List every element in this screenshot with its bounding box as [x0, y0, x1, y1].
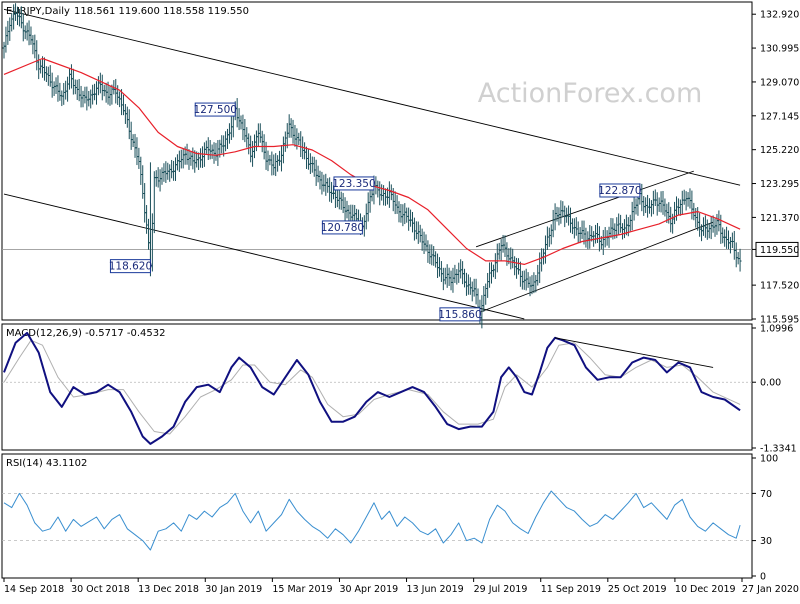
x-tick-label: 27 Jan 2020	[742, 584, 799, 595]
y-tick-label: 115.595	[760, 315, 799, 326]
x-tick-label: 30 Apr 2019	[339, 584, 398, 595]
price-annotation-label: 127.500	[194, 104, 237, 116]
y-tick-label: 121.370	[760, 213, 799, 224]
axes-layer: 132.920 130.995 129.070 127.145 125.220 123.2…	[3, 10, 799, 595]
trendline-rising-channel-bottom	[475, 221, 714, 315]
y-tick-label: 129.070	[760, 77, 799, 88]
price-layer: 127.500 118.620 123.350 120.780 115.860 122.8…	[2, 3, 752, 329]
x-tick-label: 13 Dec 2018	[138, 584, 199, 595]
trendline-upper-channel	[3, 8, 741, 186]
macd-layer	[2, 331, 752, 445]
macd-title: MACD(12,26,9) -0.5717 -0.4532	[6, 328, 166, 339]
macd-signal-line	[3, 339, 741, 435]
price-panel-frame	[1, 1, 753, 321]
x-tick-label: 15 Mar 2019	[272, 584, 332, 595]
watermark: ActionForex.com	[478, 78, 703, 109]
rsi-panel-frame	[1, 453, 753, 579]
symbol-label: EURJPY,Daily	[6, 6, 70, 17]
trendline-lower-channel	[3, 193, 525, 320]
y-tick-label: 0	[760, 572, 766, 583]
macd-main-line	[3, 331, 741, 445]
x-tick-label: 14 Sep 2018	[4, 584, 64, 595]
moving-average-line	[3, 57, 741, 265]
macd-trendline	[555, 337, 714, 368]
y-tick-label: -1.3341	[760, 444, 797, 455]
y-tick-label: 125.220	[760, 145, 799, 156]
price-annotation-label: 120.780	[321, 222, 364, 234]
x-tick-label: 29 Jul 2019	[474, 584, 528, 595]
rsi-title: RSI(14) 43.1102	[6, 458, 87, 469]
y-tick-label: 123.295	[760, 179, 799, 190]
price-annotation-box	[333, 176, 375, 191]
x-tick-label: 30 Jan 2019	[205, 584, 262, 595]
price-annotation-box	[599, 183, 641, 198]
rsi-line	[3, 490, 741, 551]
x-tick-label: 13 Jun 2019	[407, 584, 464, 595]
price-annotation-label: 123.350	[332, 178, 375, 190]
x-tick-label: 25 Oct 2019	[608, 584, 667, 595]
y-tick-label: 100	[760, 454, 778, 465]
y-tick-label: 117.520	[760, 281, 799, 292]
macd-panel-frame	[1, 323, 753, 451]
y-tick-label: 1.0996	[760, 324, 793, 335]
price-annotation-box	[109, 259, 151, 274]
y-tick-label: 127.145	[760, 111, 799, 122]
x-tick-label: 10 Dec 2019	[675, 584, 736, 595]
rsi-layer	[2, 490, 752, 551]
y-tick-label: 70	[760, 489, 772, 500]
price-annotation-box	[194, 102, 236, 117]
y-tick-label: 30	[760, 536, 772, 547]
price-annotation-label: 118.620	[109, 261, 152, 273]
ohlc-readout: 118.561 119.600 118.558 119.550	[74, 6, 249, 17]
x-tick-label: 30 Oct 2018	[71, 584, 130, 595]
price-annotation-box	[439, 307, 481, 322]
y-tick-label: 130.995	[760, 44, 799, 55]
trendline-rising-channel-top	[475, 170, 694, 248]
y-tick-label: 132.920	[760, 10, 799, 21]
price-annotation-label: 115.860	[438, 309, 481, 321]
x-tick-label: 11 Sep 2019	[541, 584, 601, 595]
current-price-tag	[755, 241, 799, 257]
price-annotation-box	[321, 220, 363, 235]
y-tick-label: 0.00	[760, 378, 781, 389]
price-annotation-label: 122.870	[598, 185, 641, 197]
y-tick-label: 119.550	[760, 245, 799, 256]
